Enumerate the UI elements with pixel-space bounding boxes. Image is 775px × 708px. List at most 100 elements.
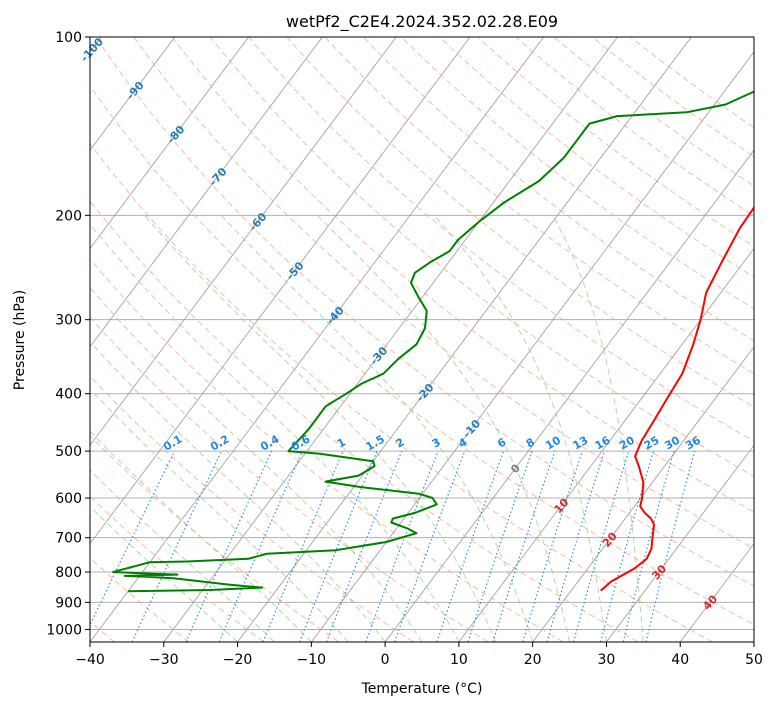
isotherm-label: -100 [78, 35, 106, 64]
dewpoint-profile-line [112, 90, 754, 593]
isotherm-label: 10 [552, 496, 572, 516]
mixing-ratio-label: 0.4 [258, 432, 282, 453]
dry-adiabat-line [324, 37, 754, 375]
isotherm-line [90, 37, 176, 151]
x-tick-label: −30 [149, 652, 179, 668]
mixing-ratio-line [436, 450, 505, 642]
mixing-ratio-line [522, 450, 583, 642]
x-tick-label: 20 [524, 652, 542, 668]
isotherm-line [532, 346, 754, 642]
isotherm-label: 30 [649, 562, 669, 582]
isotherm-line [90, 37, 471, 545]
dry-adiabat-line [90, 258, 564, 642]
x-tick-label: 0 [381, 652, 390, 668]
x-tick-label: −40 [75, 652, 105, 668]
isotherm-line [90, 37, 249, 250]
isotherm-line [90, 37, 397, 446]
isotherm-line [606, 444, 754, 642]
isotherm-line [90, 37, 323, 348]
mixing-ratio-label: 30 [662, 433, 682, 452]
temperature-profile-line [600, 205, 754, 592]
moist-adiabat-line [90, 388, 349, 642]
mixing-ratio-label: 1 [335, 436, 348, 451]
dry-adiabat-line [362, 37, 754, 342]
dry-adiabat-line [477, 37, 754, 247]
dry-adiabat-line [515, 37, 754, 217]
profile-lines [112, 90, 754, 593]
y-tick-label: 600 [55, 491, 82, 507]
mixing-ratio-label: 20 [617, 433, 637, 452]
y-tick-label: 800 [55, 565, 82, 581]
isotherm-label: 40 [700, 592, 720, 612]
isotherm-line [237, 37, 692, 642]
isotherm-label: -40 [324, 304, 347, 328]
dry-adiabat-line [210, 37, 754, 477]
mixing-ratio-line [546, 450, 605, 642]
y-tick-label: 700 [55, 531, 82, 547]
isotherm-label: -60 [247, 210, 270, 234]
moist-adiabat-line [90, 505, 238, 642]
dry-adiabat-line [90, 316, 489, 642]
moist-adiabat-line [90, 430, 312, 642]
isotherm-label: -20 [414, 381, 437, 405]
mixing-ratio-line [572, 450, 630, 642]
dry-adiabat-line [133, 37, 754, 550]
background-lines [90, 37, 754, 642]
dry-adiabat-line [553, 37, 754, 187]
y-tick-label: 200 [55, 208, 82, 224]
mixing-ratio-label: 8 [524, 436, 537, 451]
y-tick-label: 1000 [46, 622, 82, 638]
x-axis-title: Temperature (°C) [361, 681, 483, 697]
x-tick-label: 10 [450, 652, 468, 668]
x-tick-label: 40 [671, 652, 689, 668]
mixing-ratio-line [131, 450, 222, 642]
dry-adiabat-line [90, 495, 265, 642]
mixing-ratio-line [622, 450, 675, 642]
isotherm-label: -50 [284, 259, 307, 283]
y-tick-label: 300 [55, 313, 82, 329]
isotherm-line [311, 51, 754, 642]
mixing-ratio-label: 16 [593, 433, 613, 452]
y-tick-label: 100 [55, 30, 82, 46]
dry-adiabat-line [591, 37, 754, 158]
plot-frame [89, 36, 755, 643]
isotherm-line [90, 37, 545, 642]
mixing-ratio-label: 0.2 [208, 433, 231, 454]
x-tick-label: 50 [745, 652, 763, 668]
dry-adiabat-line [90, 200, 639, 642]
x-tick-label: −10 [297, 652, 327, 668]
mixing-ratio-line [645, 450, 696, 642]
moist-adiabat-line [433, 214, 607, 642]
y-tick-label: 500 [55, 444, 82, 460]
isotherm-label: 0 [508, 461, 523, 476]
mixing-ratio-line [185, 450, 273, 642]
dry-adiabat-line [90, 557, 190, 642]
moist-adiabat-line [144, 214, 497, 642]
chart-title: wetPf2_C2E4.2024.352.02.28.E09 [286, 12, 558, 32]
dry-adiabat-line [286, 37, 754, 408]
x-tick-label: −20 [223, 652, 253, 668]
dry-adiabat-line [90, 375, 414, 642]
x-tick-label: 30 [598, 652, 616, 668]
moist-adiabat-line [90, 223, 460, 642]
moist-adiabat-line [90, 287, 423, 642]
moist-adiabat-line [552, 215, 644, 642]
mixing-ratio-line [90, 450, 176, 627]
mixing-ratio-line [218, 450, 304, 642]
isotherm-line [384, 149, 754, 642]
dry-adiabat-line [90, 85, 754, 626]
mixing-ratio-line [365, 450, 439, 642]
dry-adiabat-line [90, 142, 713, 642]
mixing-ratio-label: 13 [571, 434, 591, 453]
moist-adiabat-line [90, 469, 275, 642]
moist-adiabat-line [90, 341, 386, 642]
isotherm-line [458, 247, 754, 642]
mixing-ratio-line [467, 450, 533, 642]
moist-adiabat-line [220, 214, 534, 642]
mixing-ratio-line [492, 450, 556, 642]
dry-adiabat-line [630, 37, 754, 129]
mixing-ratio-label: 1.5 [363, 433, 386, 454]
isotherm-label: -80 [165, 123, 188, 147]
isotherm-line [753, 641, 754, 642]
